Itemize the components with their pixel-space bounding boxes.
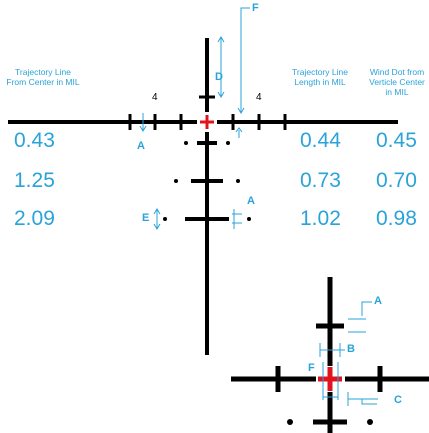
dim-label-b-inset: B: [347, 343, 355, 355]
dim-label-d: D: [215, 71, 223, 83]
dim-a-left-arrow: [139, 125, 147, 132]
wind-dot-1-right: [226, 141, 230, 145]
wind-dot-1-left: [184, 141, 188, 145]
row-1-wind-dot: 0.45: [376, 129, 417, 152]
header-left: Trajectory Line From Center in MIL: [6, 67, 80, 87]
row-2-wind-dot: 0.70: [376, 169, 417, 192]
row-2-line-length: 0.73: [300, 169, 341, 192]
dim-label-a-left: A: [137, 140, 145, 152]
dim-f-leader: [240, 7, 250, 112]
dim-label-c-inset: C: [394, 394, 402, 406]
header-right: Wind Dot from Verticle Center in MIL: [369, 67, 425, 97]
dim-label-f-top: F: [252, 2, 259, 14]
dim-label-e: E: [142, 212, 150, 224]
dimension-markers: [139, 7, 250, 230]
header-middle: Trajectory Line Length in MIL: [292, 67, 348, 87]
row-3-wind-dot: 0.98: [376, 207, 417, 230]
wind-dot-3-left: [163, 217, 167, 221]
wind-dot-2-left: [174, 179, 178, 183]
inset-dim-a: [361, 301, 372, 316]
row-3-from-center: 2.09: [14, 207, 55, 230]
row-2-from-center: 1.25: [14, 169, 55, 192]
row-1-line-length: 0.44: [300, 129, 341, 152]
subtension-four-right: 4: [256, 92, 262, 103]
dim-f-arrow-up: [235, 127, 243, 133]
inset-wind-dot-right: [367, 419, 373, 425]
dim-d-arrow-top: [217, 36, 225, 43]
row-1-from-center: 0.43: [14, 129, 55, 152]
subtension-four-left: 4: [152, 92, 158, 103]
dim-e-arrow-top: [153, 208, 161, 215]
wind-dot-2-right: [236, 179, 240, 183]
inset-dim-c-leader: [361, 399, 377, 405]
row-3-line-length: 1.02: [300, 207, 341, 230]
dim-f-arrow: [237, 107, 245, 114]
dim-d-arrow-bottom: [217, 91, 225, 98]
dim-label-a-inset: A: [374, 295, 382, 307]
wind-dot-3-right: [247, 217, 251, 221]
dim-e-arrow-bottom: [153, 223, 161, 230]
dim-label-a-right: A: [247, 195, 255, 207]
inset-wind-dot-left: [287, 419, 293, 425]
dim-label-f-inset: F: [308, 362, 315, 374]
inset-dimension-markers: [319, 301, 378, 406]
